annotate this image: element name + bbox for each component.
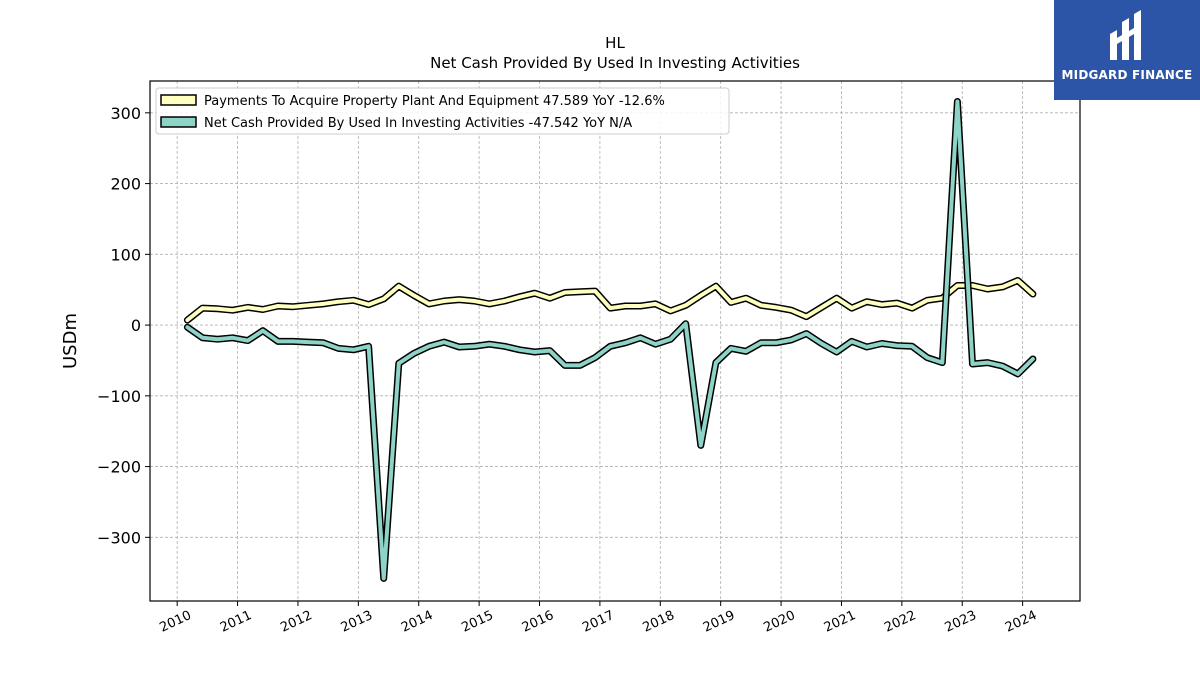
x-axis: 2010 2011 2012 2013 2014 2015 2016 2017 2018 2019… — [158, 601, 1039, 636]
midgard-logo-icon — [1110, 10, 1141, 60]
brand-name: MIDGARD FINANCE — [1061, 68, 1193, 82]
series-2-outline — [183, 98, 1037, 582]
x-tick-label: 2010 — [158, 608, 194, 636]
series-1-outline — [183, 277, 1037, 324]
x-tick-label: 2024 — [1003, 608, 1039, 636]
x-tick-label: 2018 — [641, 608, 677, 636]
legend: Payments To Acquire Property Plant And E… — [155, 87, 730, 135]
chart-subtitle: Net Cash Provided By Used In Investing A… — [430, 54, 800, 72]
y-tick-label: −100 — [97, 387, 141, 406]
legend-box — [155, 87, 730, 135]
series-2-line — [185, 99, 1035, 581]
y-axis-label: USDm — [60, 313, 81, 369]
series-layer — [183, 98, 1037, 582]
legend-label: Payments To Acquire Property Plant And E… — [204, 94, 665, 109]
y-tick-label: 300 — [110, 104, 141, 123]
chart-title: HL — [605, 34, 625, 52]
legend-swatch — [160, 116, 197, 128]
x-tick-label: 2019 — [701, 608, 737, 636]
x-tick-label: 2012 — [278, 608, 314, 636]
brand-logo: MIDGARD FINANCE — [1054, 0, 1200, 100]
y-tick-label: −300 — [97, 528, 141, 547]
y-tick-label: 200 — [110, 175, 141, 194]
x-tick-label: 2015 — [459, 608, 495, 636]
x-tick-label: 2022 — [882, 608, 918, 636]
legend-label: Net Cash Provided By Used In Investing A… — [204, 116, 632, 131]
y-axis: 300 200 100 0 −100 −200 −300 — [97, 104, 150, 547]
x-tick-label: 2013 — [339, 608, 375, 636]
x-tick-label: 2021 — [822, 608, 858, 636]
x-tick-label: 2020 — [761, 608, 797, 636]
x-tick-label: 2017 — [580, 608, 616, 636]
plot-frame — [149, 80, 1081, 602]
y-tick-label: −200 — [97, 458, 141, 477]
y-tick-label: 100 — [110, 245, 141, 264]
x-tick-label: 2016 — [520, 608, 556, 636]
x-tick-label: 2023 — [943, 608, 979, 636]
x-tick-label: 2014 — [399, 608, 435, 636]
legend-swatch — [160, 94, 197, 106]
series-1-line — [185, 278, 1035, 323]
x-tick-label: 2011 — [218, 608, 254, 636]
y-tick-label: 0 — [131, 316, 141, 335]
